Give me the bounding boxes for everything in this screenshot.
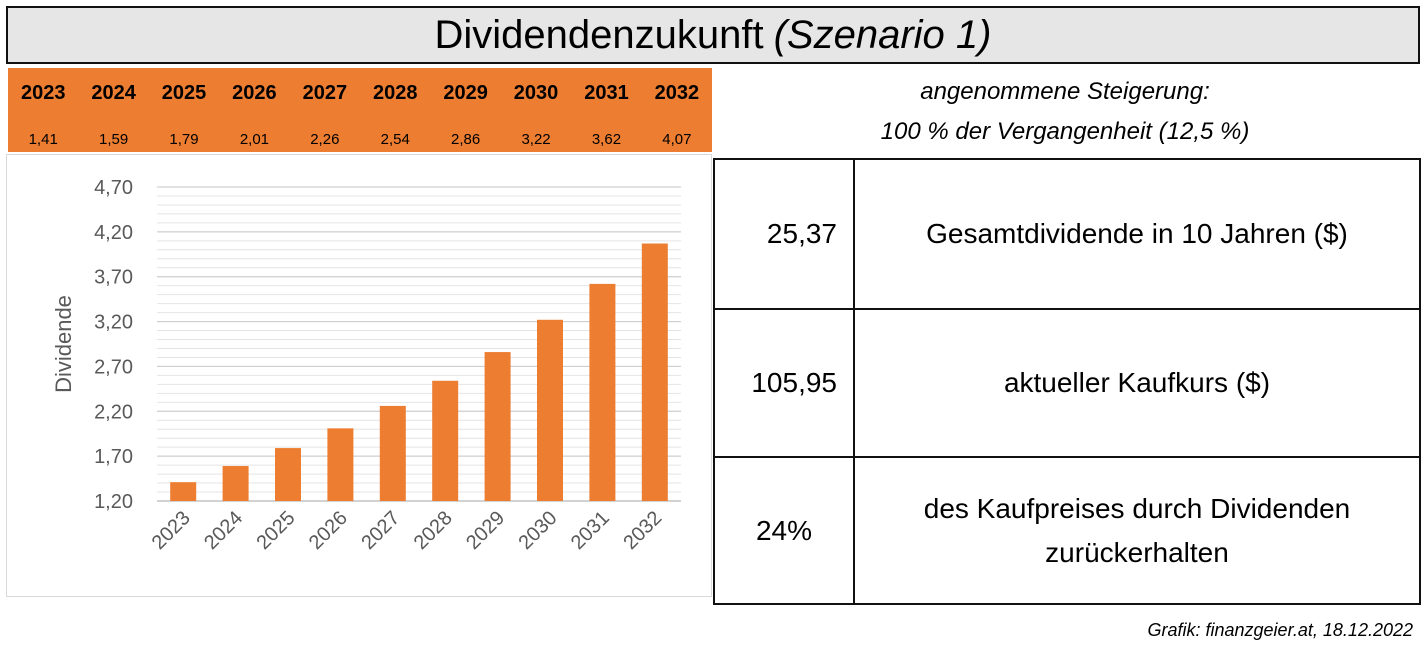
bar-2031 [589, 283, 616, 501]
year-header-2031: 2031 [584, 82, 629, 104]
year-header-2025: 2025 [161, 82, 207, 104]
x-tick-label: 2030 [515, 507, 562, 554]
year-value-2027: 2,26 [310, 131, 340, 148]
x-tick-label: 2027 [357, 507, 404, 554]
year-value-2024: 1,59 [99, 131, 129, 148]
chart-svg: 1,20 1,70 2,20 2,70 3,20 3,70 4,20 4,70 2023 2024… [51, 177, 681, 554]
x-tick-label: 2028 [410, 507, 457, 554]
purchase-price-label: aktueller Kaufkurs ($) [1003, 367, 1271, 399]
y-tick-label: 1,20 [94, 491, 133, 513]
year-header-2027: 2027 [302, 82, 348, 104]
y-tick-label: 2,20 [94, 401, 133, 423]
payback-label: des Kaufpreises durch Dividenden zurücke… [923, 493, 1351, 568]
x-tick-label: 2025 [253, 507, 300, 554]
year-value-2026: 2,01 [239, 131, 270, 148]
year-header-2029: 2029 [443, 82, 488, 104]
year-value-2029: 2,86 [451, 131, 481, 148]
year-value-2023: 1,41 [28, 131, 58, 148]
y-tick-label: 1,70 [94, 446, 133, 468]
y-tick-label: 4,20 [94, 222, 133, 244]
year-value-2030: 3,22 [521, 131, 551, 148]
bar-2023 [170, 482, 197, 501]
total-dividend-value: 25,37 [715, 160, 855, 308]
year-value-2028: 2,54 [380, 131, 410, 148]
x-tick-label: 2023 [148, 507, 195, 554]
y-axis-title: Dividende [51, 295, 76, 393]
bar-2032 [641, 243, 668, 501]
x-tick-label: 2029 [462, 507, 509, 554]
dividend-bar-chart: 1,20 1,70 2,20 2,70 3,20 3,70 4,20 4,70 2023 2024… [6, 154, 712, 597]
year-header-2024: 2024 [91, 82, 136, 104]
dividend-year-table: 2023 2024 2025 2026 2027 2028 2029 2030 2031 2032… [8, 68, 712, 152]
bar-2025 [275, 448, 301, 501]
payback-row: 24% des Kaufpreises durch Dividenden zur… [715, 456, 1419, 603]
credit-note: Grafik: finanzgeier.at, 18.12.2022 [1147, 620, 1414, 640]
title-main: Dividendenzukunft [434, 12, 764, 57]
year-value-2025: 1,79 [169, 131, 199, 148]
x-tick-label: 2024 [200, 507, 247, 554]
y-tick-label: 3,20 [94, 312, 133, 334]
assumption-line-1: angenommene Steigerung: [920, 78, 1210, 105]
bar-2030 [537, 319, 563, 501]
purchase-price-value: 105,95 [715, 310, 855, 456]
x-tick-label: 2026 [305, 507, 352, 554]
assumption-line-2: 100 % der Vergangenheit (12,5 %) [880, 118, 1250, 145]
y-tick-label: 3,70 [94, 267, 133, 289]
purchase-price-row: 105,95 aktueller Kaufkurs ($) [715, 308, 1419, 456]
bar-2028 [432, 380, 459, 501]
x-tick-label: 2032 [619, 507, 666, 554]
bar-2027 [379, 405, 406, 501]
year-header-2028: 2028 [372, 82, 418, 104]
year-header-2026: 2026 [232, 82, 277, 104]
year-value-row: 1,41 1,59 1,79 2,01 2,26 2,54 2,86 3,22 3,62 4,07 [8, 131, 712, 148]
summary-table: 25,37 Gesamtdividende in 10 Jahren ($) 1… [713, 158, 1421, 605]
year-header-2032: 2032 [654, 82, 700, 104]
page-title: Dividendenzukunft (Szenario 1) [6, 6, 1420, 64]
title-scenario: (Szenario 1) [773, 12, 992, 57]
year-header-2030: 2030 [513, 82, 559, 104]
year-header-row: 2023 2024 2025 2026 2027 2028 2029 2030 2031 2032 [8, 82, 712, 105]
payback-value: 24% [715, 458, 855, 603]
bar-2029 [484, 352, 511, 501]
total-dividend-row: 25,37 Gesamtdividende in 10 Jahren ($) [715, 160, 1419, 308]
y-tick-label: 2,70 [94, 356, 133, 378]
x-tick-label: 2031 [567, 507, 614, 554]
y-tick-label: 4,70 [94, 177, 133, 199]
year-value-2032: 4,07 [662, 131, 692, 148]
year-header-2023: 2023 [20, 82, 66, 104]
bar-2024 [222, 466, 249, 501]
total-dividend-label: Gesamtdividende in 10 Jahren ($) [926, 218, 1348, 250]
year-value-2031: 3,62 [591, 131, 622, 148]
bar-2026 [327, 428, 354, 501]
